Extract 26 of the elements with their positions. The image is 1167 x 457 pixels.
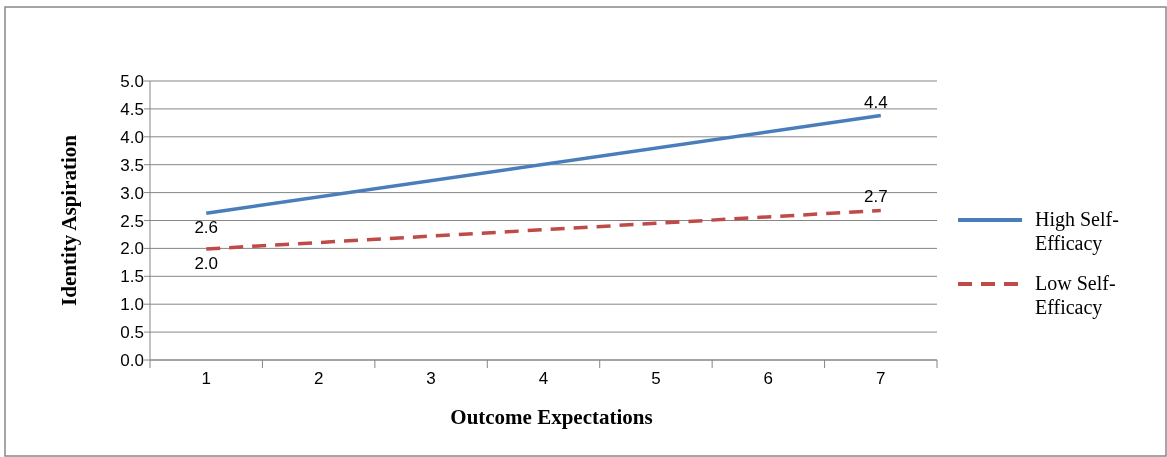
data-label: 2.6 <box>194 218 219 238</box>
y-tick-label: 0.0 <box>120 351 144 370</box>
y-axis-title: Identity Aspiration <box>57 134 81 306</box>
y-tick-label: 1.0 <box>120 295 144 315</box>
x-tick-label: 5 <box>651 369 661 388</box>
y-tick-label: 3.5 <box>120 155 144 175</box>
y-tick-label: 2.0 <box>120 239 144 259</box>
legend-label: Low Self-Efficacy <box>1035 272 1116 319</box>
x-tick-label: 3 <box>426 369 436 388</box>
y-tick-label: 1.5 <box>120 267 144 287</box>
x-tick-label: 4 <box>538 369 549 388</box>
y-tick-label: 3.0 <box>120 183 144 203</box>
x-tick-label: 1 <box>201 369 211 388</box>
data-label: 2.0 <box>194 253 219 273</box>
y-tick-label: 4.0 <box>120 127 144 147</box>
x-tick-label: 2 <box>313 369 324 388</box>
x-tick-label: 6 <box>763 369 774 388</box>
y-tick-label: 2.5 <box>120 211 144 231</box>
data-label: 2.7 <box>863 187 888 207</box>
x-tick-label: 7 <box>876 369 886 388</box>
x-axis-title: Outcome Expectations <box>450 405 653 429</box>
legend-label: High Self-Efficacy <box>1035 208 1119 255</box>
y-tick-label: 5.0 <box>120 72 144 91</box>
y-tick-label: 0.5 <box>120 323 144 343</box>
y-tick-label: 4.5 <box>120 99 144 119</box>
data-label: 4.4 <box>863 92 888 112</box>
